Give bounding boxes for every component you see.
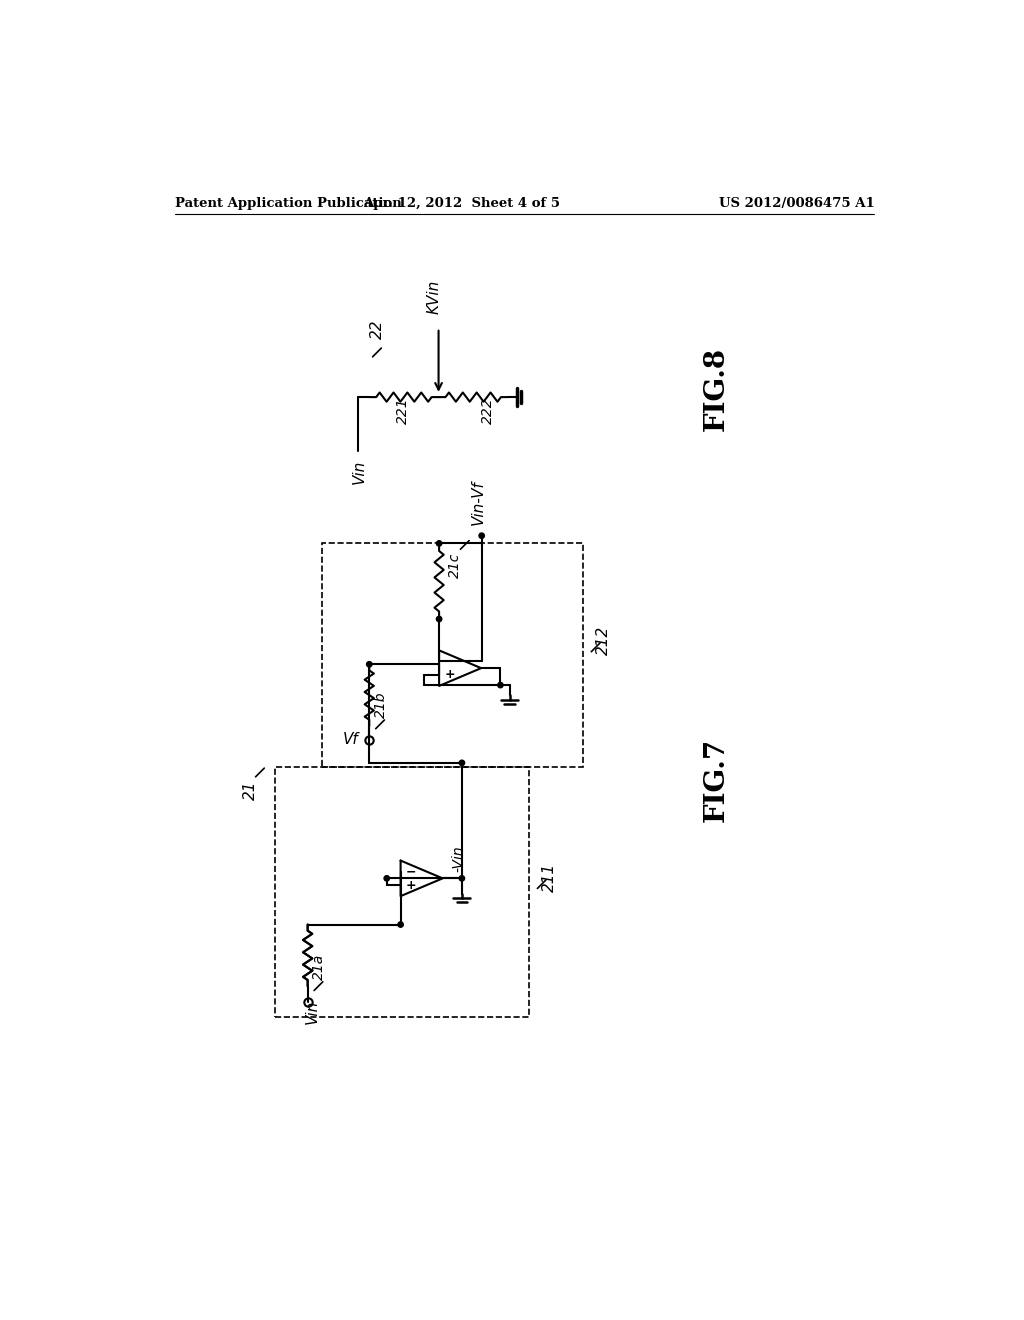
Text: 211: 211 bbox=[542, 862, 557, 892]
Text: 21a: 21a bbox=[312, 954, 326, 979]
Text: +: + bbox=[406, 879, 417, 891]
Text: 21b: 21b bbox=[374, 692, 388, 718]
Text: Vin: Vin bbox=[351, 461, 367, 484]
Text: −: − bbox=[444, 655, 455, 668]
Text: 21: 21 bbox=[243, 780, 258, 800]
Text: 212: 212 bbox=[596, 626, 611, 655]
Text: +: + bbox=[444, 668, 455, 681]
Circle shape bbox=[498, 682, 503, 688]
Circle shape bbox=[459, 760, 465, 766]
Text: FIG.7: FIG.7 bbox=[702, 738, 729, 822]
Circle shape bbox=[398, 921, 403, 927]
Circle shape bbox=[436, 541, 441, 546]
Text: US 2012/0086475 A1: US 2012/0086475 A1 bbox=[719, 197, 874, 210]
Text: Patent Application Publication: Patent Application Publication bbox=[175, 197, 402, 210]
Text: Vin: Vin bbox=[304, 1001, 319, 1024]
Bar bbox=[322, 544, 584, 767]
Text: −: − bbox=[406, 865, 417, 878]
Text: 222: 222 bbox=[481, 397, 495, 424]
Circle shape bbox=[459, 875, 465, 880]
Text: KVin: KVin bbox=[427, 280, 441, 314]
Text: 21c: 21c bbox=[447, 553, 462, 578]
Bar bbox=[275, 767, 529, 1016]
Circle shape bbox=[436, 616, 441, 622]
Text: Vin-Vf: Vin-Vf bbox=[471, 480, 486, 525]
Circle shape bbox=[384, 875, 389, 880]
Circle shape bbox=[479, 533, 484, 539]
Text: Apr. 12, 2012  Sheet 4 of 5: Apr. 12, 2012 Sheet 4 of 5 bbox=[364, 197, 560, 210]
Text: FIG.8: FIG.8 bbox=[702, 347, 729, 432]
Text: -Vin: -Vin bbox=[452, 846, 466, 873]
Circle shape bbox=[367, 661, 372, 667]
Text: 22: 22 bbox=[370, 319, 385, 339]
Text: Vf: Vf bbox=[343, 733, 358, 747]
Text: 221: 221 bbox=[396, 397, 411, 424]
